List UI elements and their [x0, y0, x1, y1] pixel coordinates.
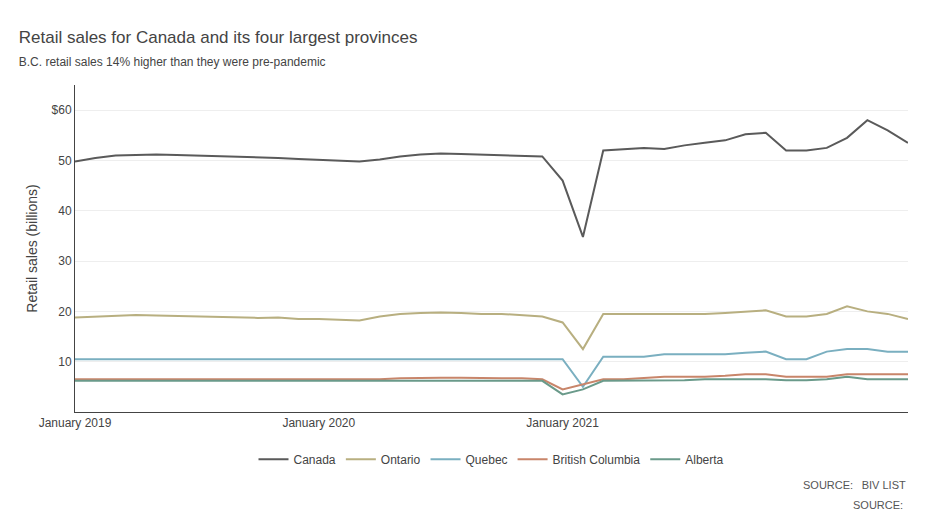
svg-text:Quebec: Quebec	[466, 453, 508, 467]
svg-text:10: 10	[58, 355, 72, 369]
svg-text:30: 30	[58, 254, 72, 268]
svg-text:$60: $60	[52, 103, 72, 117]
svg-text:Canada: Canada	[294, 453, 336, 467]
svg-text:Retail sales (billions): Retail sales (billions)	[24, 184, 40, 312]
svg-text:20: 20	[58, 305, 72, 319]
svg-text:Ontario: Ontario	[381, 453, 421, 467]
svg-text:Retail sales for Canada and it: Retail sales for Canada and its four lar…	[19, 28, 418, 47]
svg-text:British Columbia: British Columbia	[553, 453, 641, 467]
svg-text:40: 40	[58, 204, 72, 218]
svg-text:January 2020: January 2020	[282, 416, 355, 430]
svg-text:Alberta: Alberta	[685, 453, 723, 467]
svg-text:SOURCE:: SOURCE:	[853, 499, 906, 511]
svg-text:January 2021: January 2021	[526, 416, 599, 430]
svg-text:SOURCE: BIV LIST: SOURCE: BIV LIST	[803, 479, 906, 491]
svg-text:50: 50	[58, 154, 72, 168]
svg-text:January 2019: January 2019	[39, 416, 112, 430]
svg-text:B.C. retail sales 14% higher t: B.C. retail sales 14% higher than they w…	[19, 55, 326, 69]
